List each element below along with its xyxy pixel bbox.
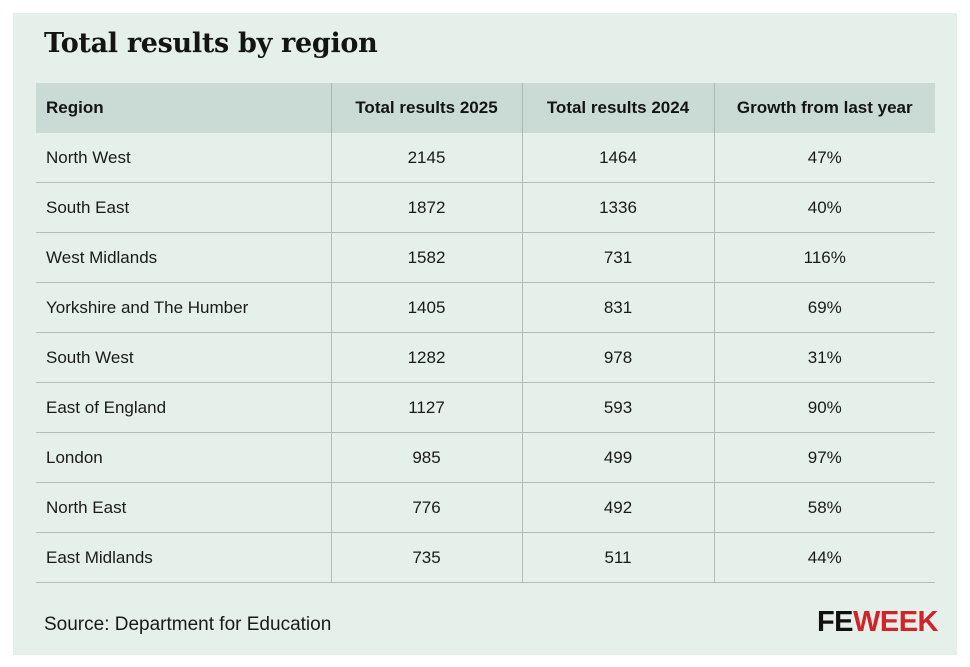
cell-total-2025: 1127 bbox=[330, 382, 522, 433]
cell-total-2025: 985 bbox=[330, 432, 522, 483]
cell-total-2025: 1582 bbox=[330, 232, 522, 283]
page-title: Total results by region bbox=[44, 28, 378, 59]
cell-total-2024: 492 bbox=[521, 482, 714, 533]
column-header-total-2025: Total results 2025 bbox=[330, 83, 522, 133]
column-header-region: Region bbox=[36, 83, 331, 133]
cell-growth: 97% bbox=[713, 432, 935, 483]
table-row: Yorkshire and The Humber 1405 831 69% bbox=[36, 282, 935, 333]
cell-region: West Midlands bbox=[36, 232, 331, 283]
source-note: Source: Department for Education bbox=[44, 614, 332, 635]
table-header: Region Total results 2025 Total results … bbox=[36, 83, 935, 133]
cell-region: London bbox=[36, 432, 331, 483]
cell-growth: 40% bbox=[713, 182, 935, 233]
table-row: West Midlands 1582 731 116% bbox=[36, 232, 935, 283]
cell-growth: 69% bbox=[713, 282, 935, 333]
cell-growth: 116% bbox=[713, 232, 935, 283]
table-row: East of England 1127 593 90% bbox=[36, 382, 935, 433]
table-row: South West 1282 978 31% bbox=[36, 332, 935, 383]
table-body: North West 2145 1464 47% South East 1872… bbox=[36, 133, 935, 583]
cell-total-2025: 2145 bbox=[330, 133, 522, 183]
cell-total-2024: 593 bbox=[521, 382, 714, 433]
cell-growth: 31% bbox=[713, 332, 935, 383]
cell-total-2024: 731 bbox=[521, 232, 714, 283]
header-row: Region Total results 2025 Total results … bbox=[36, 83, 935, 133]
cell-total-2025: 1282 bbox=[330, 332, 522, 383]
column-header-total-2024: Total results 2024 bbox=[521, 83, 714, 133]
cell-total-2025: 776 bbox=[330, 482, 522, 533]
cell-region: South West bbox=[36, 332, 331, 383]
results-table: Region Total results 2025 Total results … bbox=[36, 83, 935, 583]
cell-total-2024: 499 bbox=[521, 432, 714, 483]
logo-week-text: WEEK bbox=[853, 606, 939, 638]
cell-total-2025: 1872 bbox=[330, 182, 522, 233]
cell-region: Yorkshire and The Humber bbox=[36, 282, 331, 333]
cell-region: North West bbox=[36, 133, 331, 183]
column-header-growth: Growth from last year bbox=[713, 83, 935, 133]
table-row: North West 2145 1464 47% bbox=[36, 133, 935, 183]
table-card: Total results by region Region Total res… bbox=[13, 13, 957, 655]
cell-total-2025: 1405 bbox=[330, 282, 522, 333]
cell-growth: 44% bbox=[713, 532, 935, 583]
cell-region: South East bbox=[36, 182, 331, 233]
cell-growth: 90% bbox=[713, 382, 935, 433]
cell-growth: 47% bbox=[713, 133, 935, 183]
cell-region: East Midlands bbox=[36, 532, 331, 583]
fe-week-logo: FEWEEK bbox=[816, 606, 939, 638]
cell-total-2024: 978 bbox=[521, 332, 714, 383]
logo-fe-text: FE bbox=[816, 606, 854, 638]
table-row: South East 1872 1336 40% bbox=[36, 182, 935, 233]
cell-total-2024: 831 bbox=[521, 282, 714, 333]
cell-total-2024: 511 bbox=[521, 532, 714, 583]
table-row: East Midlands 735 511 44% bbox=[36, 532, 935, 583]
cell-total-2024: 1336 bbox=[521, 182, 714, 233]
table-row: North East 776 492 58% bbox=[36, 482, 935, 533]
table-row: London 985 499 97% bbox=[36, 432, 935, 483]
cell-region: North East bbox=[36, 482, 331, 533]
cell-growth: 58% bbox=[713, 482, 935, 533]
cell-region: East of England bbox=[36, 382, 331, 433]
cell-total-2024: 1464 bbox=[521, 133, 714, 183]
cell-total-2025: 735 bbox=[330, 532, 522, 583]
